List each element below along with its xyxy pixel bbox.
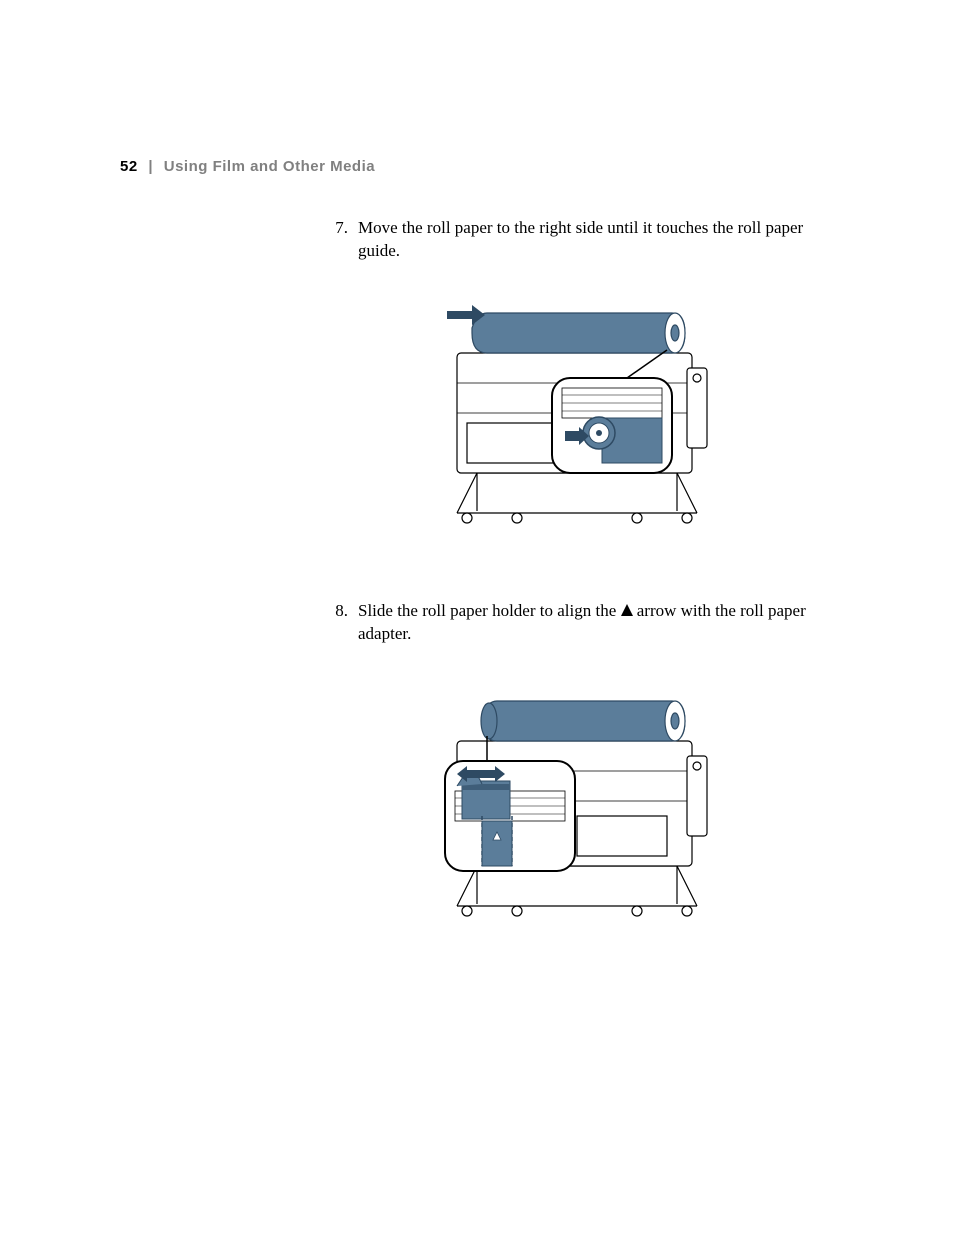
printer-illustration-2	[427, 666, 727, 946]
step-text: Move the roll paper to the right side un…	[358, 217, 834, 263]
up-triangle-icon	[621, 604, 633, 616]
figure-step-7	[320, 283, 834, 560]
step-8: 8. Slide the roll paper holder to align …	[320, 600, 834, 646]
figure-step-8	[320, 666, 834, 953]
page-number: 52	[120, 158, 138, 175]
step-number: 8.	[320, 600, 358, 623]
step-7: 7. Move the roll paper to the right side…	[320, 217, 834, 263]
step-text-before: Slide the roll paper holder to align the	[358, 601, 621, 620]
section-title: Using Film and Other Media	[164, 158, 375, 175]
header-divider: |	[142, 158, 159, 175]
running-header: 52 | Using Film and Other Media	[120, 158, 375, 175]
document-page: 52 | Using Film and Other Media 7. Move …	[0, 0, 954, 1235]
printer-illustration-1	[427, 283, 727, 553]
content-area: 7. Move the roll paper to the right side…	[320, 217, 834, 953]
step-number: 7.	[320, 217, 358, 240]
step-text: Slide the roll paper holder to align the…	[358, 600, 834, 646]
